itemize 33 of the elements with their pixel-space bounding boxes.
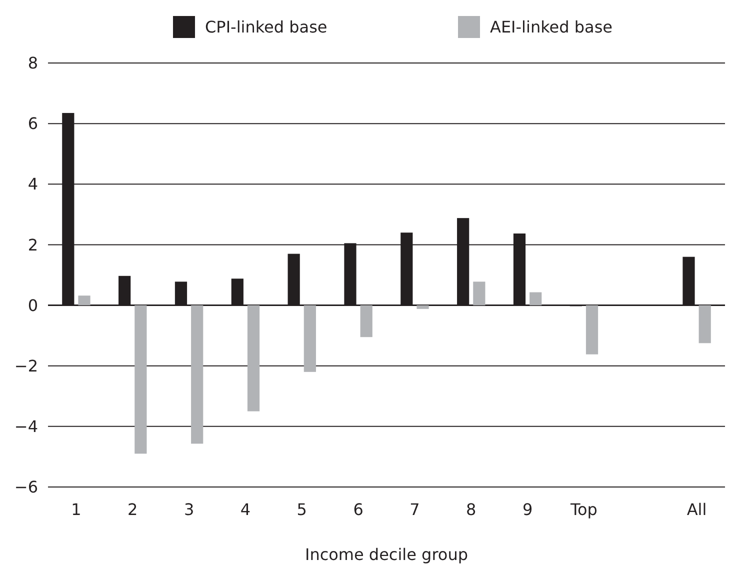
y-tick-label: 6 [28,114,38,134]
bar [586,305,598,354]
x-tick-label: 1 [71,500,82,519]
x-tick-label: Top [569,500,598,519]
y-tick-label: 2 [28,235,38,254]
legend-label: AEI-linked base [490,18,612,37]
bar [191,305,204,444]
x-tick-label: 5 [296,500,307,519]
x-tick-label: 9 [522,500,533,519]
bar [416,305,429,309]
x-axis-title: Income decile group [304,545,468,564]
legend-label: CPI-linked base [205,18,328,37]
y-tick-label: 4 [28,174,38,194]
y-tick-label: −2 [14,356,38,376]
x-tick-label: 7 [410,500,420,519]
bar [473,282,486,306]
x-tick-label: All [686,500,707,519]
y-tick-label: 0 [28,296,38,315]
x-tick-label: 4 [240,500,251,519]
x-tick-label: 2 [128,500,138,519]
bar [304,305,316,372]
bar [698,305,711,344]
y-tick-label: 8 [28,54,38,73]
bar [360,305,372,338]
bar [247,305,260,412]
bar [530,292,542,306]
y-tick-label: −6 [14,478,38,497]
bar [134,305,147,454]
x-tick-label: 8 [466,500,476,519]
bar [78,296,90,306]
x-tick-label: 6 [353,500,364,519]
y-tick-label: −4 [14,417,38,436]
x-tick-label: 3 [184,500,194,519]
